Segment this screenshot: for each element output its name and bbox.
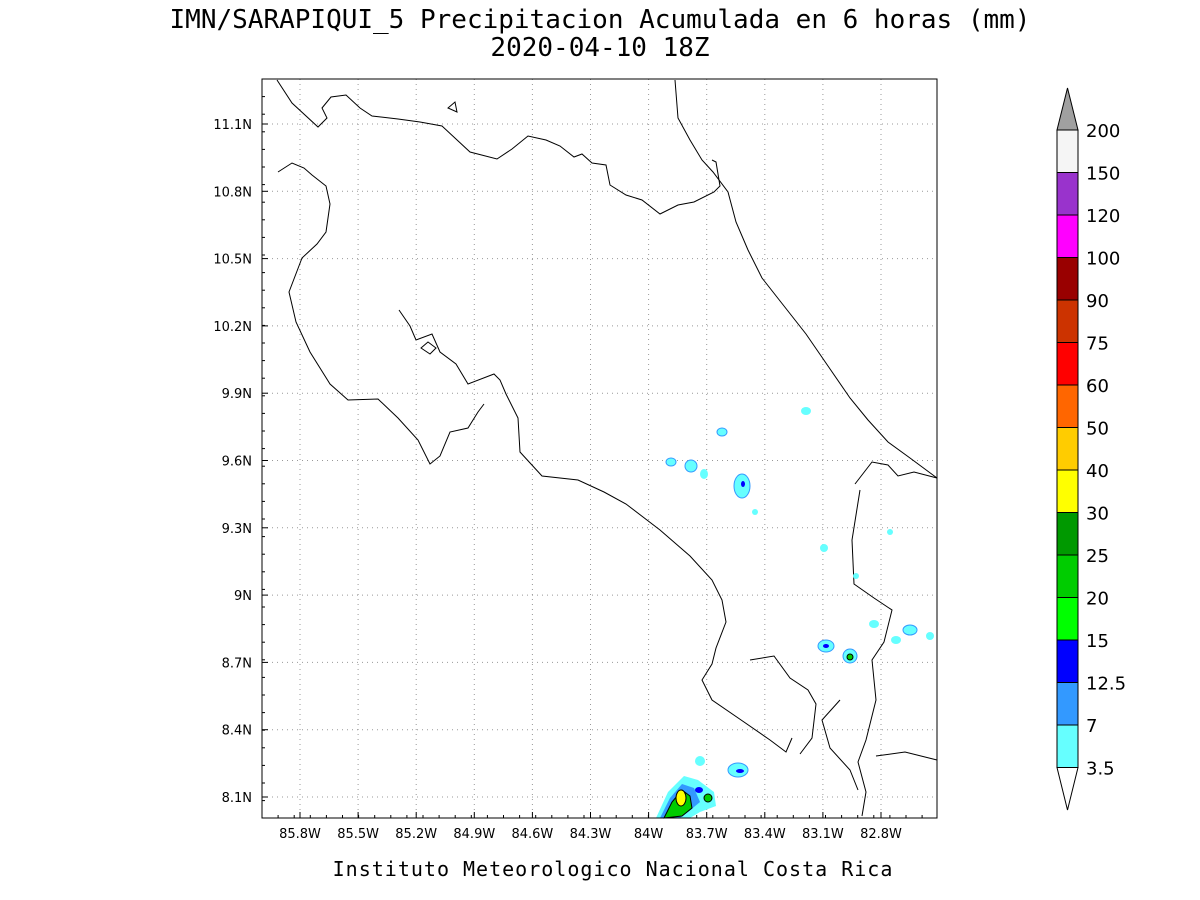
colorbar-label: 100 (1086, 249, 1120, 270)
colorbar-box (1056, 724, 1079, 768)
colorbar-label: 15 (1086, 631, 1109, 652)
colorbar-box (1056, 512, 1079, 556)
lat-tick-label: 10.8N (213, 185, 252, 200)
colorbar-box (1056, 639, 1079, 683)
lon-tick-label: 85.8W (279, 827, 321, 842)
colorbar-box (1056, 469, 1079, 513)
colorbar-box (1056, 257, 1079, 301)
lat-tick-label: 9.9N (222, 387, 252, 402)
colorbar-label: 120 (1086, 206, 1120, 227)
map-frame (261, 78, 938, 819)
colorbar-arrow-bottom (1056, 767, 1079, 811)
footer: Instituto Meteorologico Nacional Costa R… (333, 857, 894, 881)
coastlines (276, 79, 938, 817)
colorbar-label: 40 (1086, 461, 1109, 482)
colorbar-box (1056, 342, 1079, 386)
colorbar-label: 12.5 (1086, 674, 1126, 695)
lon-tick-label: 84.6W (511, 827, 553, 842)
lon-tick-label: 83.7W (686, 827, 728, 842)
colorbar-label: 7 (1086, 716, 1097, 737)
subtitle: 2020-04-10 18Z (490, 33, 709, 63)
lon-tick-label: 85.2W (395, 827, 437, 842)
lat-tick-label: 10.2N (213, 320, 252, 335)
colorbar-arrow-top (1056, 87, 1079, 131)
colorbar-label: 75 (1086, 334, 1109, 355)
lon-tick-label: 85.5W (337, 827, 379, 842)
colorbar-label: 60 (1086, 376, 1109, 397)
colorbar-label: 20 (1086, 589, 1109, 610)
lon-tick-label: 84.3W (570, 827, 612, 842)
lat-tick-label: 10.5N (213, 253, 252, 268)
colorbar-label: 90 (1086, 291, 1109, 312)
colorbar-label: 150 (1086, 164, 1120, 185)
colorbar-label: 200 (1086, 121, 1120, 142)
colorbar-box (1056, 384, 1079, 428)
lat-tick-label: 9.3N (222, 522, 252, 537)
precipitation (656, 407, 934, 819)
colorbar-box (1056, 299, 1079, 343)
colorbar-box (1056, 682, 1079, 726)
lat-tick-label: 9.6N (222, 455, 252, 470)
lon-tick-label: 83.4W (744, 827, 786, 842)
lat-tick-label: 11.1N (213, 118, 252, 133)
colorbar-label: 30 (1086, 504, 1109, 525)
colorbar-box (1056, 554, 1079, 598)
colorbar-box (1056, 597, 1079, 641)
lon-tick-label: 83.1W (802, 827, 844, 842)
lon-tick-label: 82.8W (860, 827, 902, 842)
title: IMN/SARAPIQUI_5 Precipitacion Acumulada … (170, 5, 1031, 35)
colorbar-label: 50 (1086, 419, 1109, 440)
lat-tick-label: 8.4N (222, 724, 252, 739)
lat-tick-label: 9N (234, 589, 252, 604)
colorbar-box (1056, 214, 1079, 258)
colorbar-label: 25 (1086, 546, 1109, 567)
colorbar-box (1056, 129, 1079, 173)
lon-tick-label: 84.9W (453, 827, 495, 842)
colorbar-box (1056, 427, 1079, 471)
lon-tick-label: 84W (634, 827, 664, 842)
lat-tick-label: 8.7N (222, 656, 252, 671)
lat-tick-label: 8.1N (222, 791, 252, 806)
colorbar-label: 3.5 (1086, 759, 1115, 780)
colorbar-box (1056, 172, 1079, 216)
